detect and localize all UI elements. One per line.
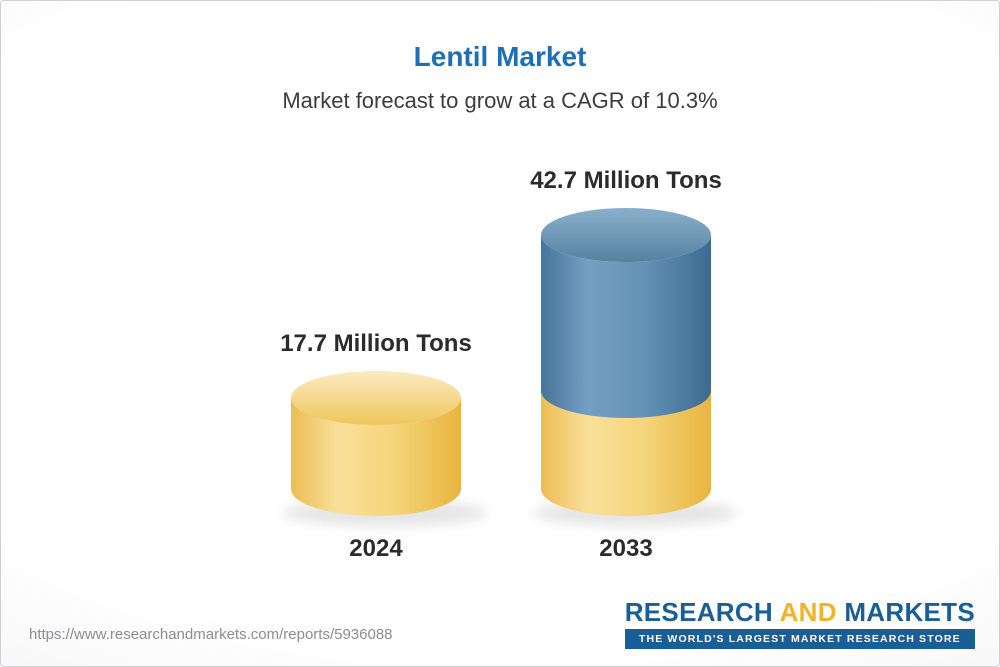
chart-subtitle: Market forecast to grow at a CAGR of 10.… (282, 88, 718, 113)
brand-logo-text: RESEARCH AND MARKETS (624, 597, 975, 627)
value-label-2033: 42.7 Million Tons (530, 167, 722, 194)
logo-word-research: RESEARCH (624, 597, 774, 627)
logo-word-markets: MARKETS (844, 597, 975, 627)
report-url-link[interactable]: https://www.researchandmarkets.com/repor… (29, 626, 393, 643)
logo-word-and: AND (779, 597, 837, 627)
brand-tagline: THE WORLD'S LARGEST MARKET RESEARCH STOR… (624, 629, 975, 650)
chart-title: Lentil Market (413, 41, 587, 72)
brand-logo: RESEARCH AND MARKETS THE WORLD'S LARGEST… (624, 597, 975, 650)
cylinder-2024 (291, 371, 461, 516)
value-label-2024: 17.7 Million Tons (280, 330, 472, 357)
cylinder-2033 (541, 208, 711, 516)
category-label-2024: 2024 (349, 535, 403, 562)
category-label-2033: 2033 (599, 535, 653, 562)
